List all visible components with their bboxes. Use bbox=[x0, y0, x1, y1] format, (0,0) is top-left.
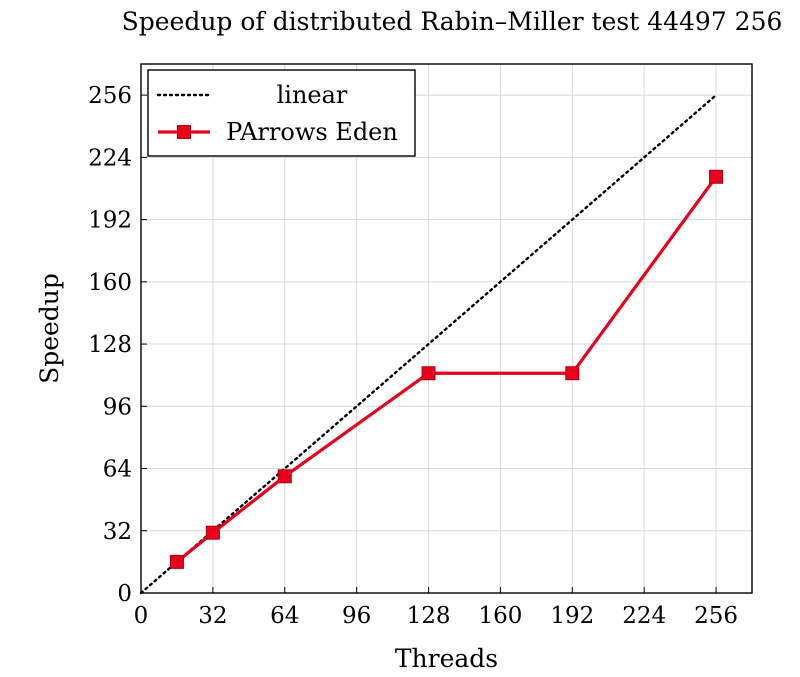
x-tick-label: 192 bbox=[550, 603, 594, 629]
x-tick-label: 160 bbox=[478, 603, 522, 629]
y-tick-label: 32 bbox=[103, 519, 132, 545]
y-tick-label: 0 bbox=[117, 581, 132, 607]
x-tick-label: 96 bbox=[342, 603, 371, 629]
y-tick-label: 224 bbox=[88, 145, 132, 171]
axis-ticks: 0 32 64 96 128 160 192 224 256 0 32 64 96 128 160 192 22… bbox=[88, 83, 738, 629]
y-tick-label: 64 bbox=[103, 457, 132, 483]
legend-marker bbox=[177, 125, 191, 139]
x-tick-label: 128 bbox=[407, 603, 451, 629]
x-tick-label: 256 bbox=[694, 603, 738, 629]
legend-box bbox=[147, 69, 416, 157]
y-tick-label: 128 bbox=[88, 332, 132, 358]
legend-label: linear bbox=[277, 81, 348, 109]
data-point-marker bbox=[205, 525, 220, 540]
x-tick-label: 32 bbox=[198, 603, 227, 629]
y-axis-label: Speedup bbox=[35, 273, 64, 384]
series-layer bbox=[139, 93, 724, 595]
data-point-marker bbox=[421, 366, 436, 381]
data-point-marker bbox=[565, 366, 580, 381]
grid bbox=[140, 64, 752, 594]
y-tick-label: 256 bbox=[88, 83, 132, 109]
legend-label: PArrows Eden bbox=[226, 118, 398, 146]
chart-title: Speedup of distributed Rabin–Miller test… bbox=[122, 7, 783, 36]
series-line bbox=[139, 93, 718, 595]
y-tick-label: 160 bbox=[88, 270, 132, 296]
plot-frame bbox=[140, 63, 753, 594]
legend-entries: linear PArrows Eden bbox=[156, 81, 398, 146]
data-point-marker bbox=[277, 469, 292, 484]
y-tick-label: 192 bbox=[88, 208, 132, 234]
x-axis-label: Threads bbox=[395, 644, 498, 673]
y-tick-label: 96 bbox=[103, 394, 132, 420]
data-point-marker bbox=[709, 169, 724, 184]
series-line bbox=[175, 175, 718, 564]
x-tick-label: 224 bbox=[622, 603, 666, 629]
legend: linear PArrows Eden bbox=[147, 69, 416, 157]
x-tick-label: 0 bbox=[134, 603, 149, 629]
data-point-marker bbox=[169, 554, 184, 569]
x-tick-label: 64 bbox=[270, 603, 299, 629]
